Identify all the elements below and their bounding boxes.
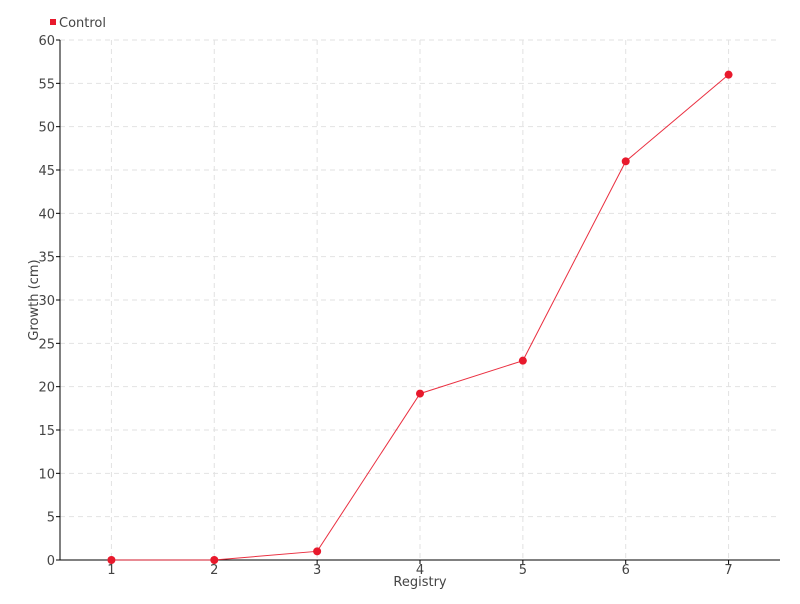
y-tick-label: 0 <box>47 554 55 569</box>
axes <box>56 39 780 564</box>
y-tick-label: 55 <box>38 77 55 92</box>
x-axis-label: Registry <box>393 575 447 590</box>
series-line <box>111 74 729 561</box>
data-point <box>313 547 322 556</box>
data-point <box>518 356 527 365</box>
y-tick-label: 20 <box>38 381 55 396</box>
x-tick-label: 4 <box>416 563 424 578</box>
y-axis-label: Growth (cm) <box>27 259 42 340</box>
x-tick-label: 3 <box>313 563 321 578</box>
y-tick-label: 45 <box>38 164 55 179</box>
y-tick-label: 10 <box>38 467 55 482</box>
y-tick-label: 35 <box>38 251 55 266</box>
y-tick-label: 40 <box>38 207 55 222</box>
y-tick-label: 15 <box>38 424 55 439</box>
x-tick-label: 5 <box>519 563 527 578</box>
grid <box>60 39 780 560</box>
data-point <box>107 556 116 564</box>
y-tick-label: 25 <box>38 337 55 352</box>
y-tick-label: 50 <box>38 121 55 136</box>
x-tick-label: 1 <box>107 563 115 578</box>
legend-label: Control <box>59 16 106 31</box>
data-point <box>210 556 219 564</box>
x-tick-label: 7 <box>724 563 732 578</box>
x-tick-label: 6 <box>622 563 630 578</box>
legend[interactable]: Control <box>50 16 106 31</box>
data-point <box>724 70 733 79</box>
y-tick-label: 30 <box>38 294 55 309</box>
series <box>107 70 733 564</box>
x-tick-label: 2 <box>210 563 218 578</box>
y-tick-label: 60 <box>38 34 55 49</box>
data-point <box>416 389 424 398</box>
y-tick-label: 5 <box>47 511 55 526</box>
legend-swatch <box>50 19 56 25</box>
data-point <box>621 157 630 166</box>
